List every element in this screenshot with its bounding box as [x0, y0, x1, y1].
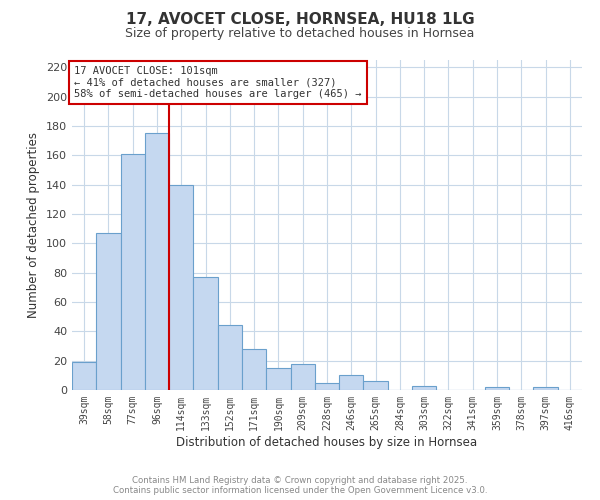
Text: Size of property relative to detached houses in Hornsea: Size of property relative to detached ho… — [125, 28, 475, 40]
Bar — [266, 368, 290, 390]
Text: 17 AVOCET CLOSE: 101sqm
← 41% of detached houses are smaller (327)
58% of semi-d: 17 AVOCET CLOSE: 101sqm ← 41% of detache… — [74, 66, 362, 99]
X-axis label: Distribution of detached houses by size in Hornsea: Distribution of detached houses by size … — [176, 436, 478, 448]
Bar — [72, 362, 96, 390]
Bar — [339, 376, 364, 390]
Bar — [364, 381, 388, 390]
Bar — [96, 233, 121, 390]
Bar — [315, 382, 339, 390]
Bar — [242, 349, 266, 390]
Bar — [485, 387, 509, 390]
Bar — [533, 387, 558, 390]
Bar — [412, 386, 436, 390]
Bar — [290, 364, 315, 390]
Bar — [169, 184, 193, 390]
Bar — [121, 154, 145, 390]
Text: 17, AVOCET CLOSE, HORNSEA, HU18 1LG: 17, AVOCET CLOSE, HORNSEA, HU18 1LG — [125, 12, 475, 28]
Y-axis label: Number of detached properties: Number of detached properties — [28, 132, 40, 318]
Bar — [218, 326, 242, 390]
Text: Contains HM Land Registry data © Crown copyright and database right 2025.
Contai: Contains HM Land Registry data © Crown c… — [113, 476, 487, 495]
Bar — [193, 277, 218, 390]
Bar — [145, 134, 169, 390]
